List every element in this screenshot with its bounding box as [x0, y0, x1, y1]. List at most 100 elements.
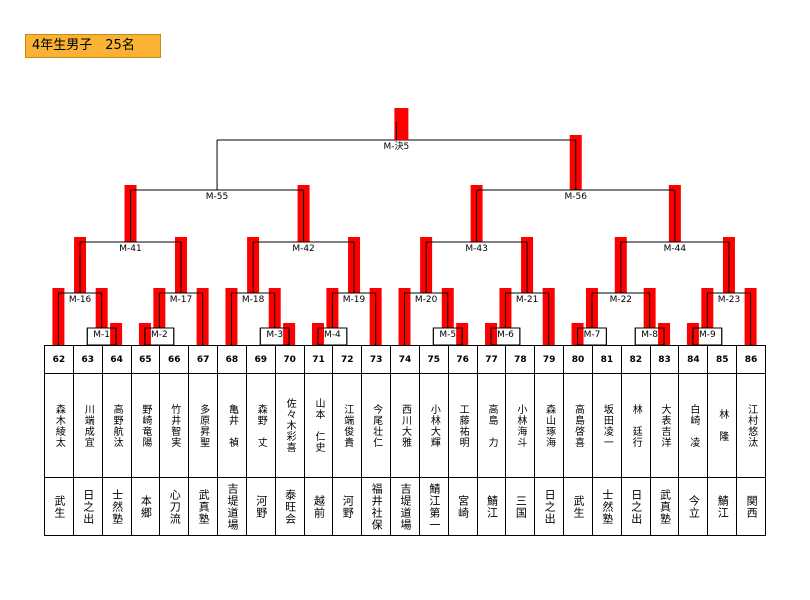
entry-name: 高野航汰 [101, 373, 132, 478]
entry-club: 士然塾 [101, 477, 132, 536]
entry-club: 関西 [736, 477, 766, 536]
entry-name-text: 坂田凌一 [601, 403, 613, 448]
entry-number-text: 78 [514, 354, 527, 365]
entry-number: 62 [44, 345, 74, 374]
entry-name-text: 野崎竜陽 [139, 403, 151, 448]
entry-name: 多原昇聖 [188, 373, 219, 478]
match-label: M-21 [516, 295, 538, 305]
entry-club: 宮崎 [447, 477, 478, 536]
match-label: M-16 [69, 295, 92, 305]
entry-name: 大表吉洋 [649, 373, 680, 478]
entry-number-text: 73 [369, 354, 383, 365]
match-label: M-4 [324, 330, 341, 340]
entry-name-text: 川端成宜 [82, 403, 94, 448]
entry-number-text: 80 [571, 354, 585, 365]
entry-number-text: 85 [715, 354, 729, 365]
entry-number-text: 76 [456, 354, 469, 365]
entry-number: 79 [534, 345, 565, 374]
entry-number-text: 86 [744, 354, 758, 365]
entry-club: 吉堤道場 [217, 477, 247, 536]
entry-club: 鯖江 [707, 477, 738, 536]
entry-number: 71 [303, 345, 334, 374]
match-label: M-1 [93, 330, 110, 340]
entry-club-text: 日之出 [543, 488, 557, 525]
entry-name-text: 亀井 禎 [226, 403, 238, 448]
match-label: M-8 [641, 330, 658, 340]
entry-club-text: 吉堤道場 [398, 482, 412, 531]
entry-club-text: 鯖江 [716, 494, 730, 519]
entry-number: 74 [390, 345, 420, 374]
entry-club: 日之出 [620, 477, 651, 536]
entry-name: 小林海斗 [505, 373, 536, 478]
entry-club: 今立 [678, 477, 709, 536]
entry-club-text: 武生 [52, 494, 66, 519]
entry-name: 亀井 禎 [217, 373, 247, 478]
entry-number-text: 75 [427, 354, 441, 365]
entry-name: 山本 仁史 [303, 373, 334, 478]
entry-name: 江村悠汰 [736, 373, 766, 478]
entry-number-text: 67 [196, 354, 210, 365]
entry-name: 森山琢海 [534, 373, 565, 478]
match-label: M-42 [292, 244, 314, 254]
entry-number-text: 63 [81, 354, 94, 365]
entry-number: 78 [505, 345, 536, 374]
entry-name: 白崎 凌 [678, 373, 709, 478]
entry-name-text: 佐々木彩喜 [284, 398, 296, 453]
entry-name: 今尾壮仁 [361, 373, 392, 478]
match-label: M-20 [415, 295, 438, 305]
entry-club: 武生 [44, 477, 74, 536]
entry-number-text: 81 [600, 354, 614, 365]
entry-number: 64 [101, 345, 132, 374]
entry-club: 三国 [505, 477, 536, 536]
entry-number: 82 [620, 345, 651, 374]
entry-club: 本郷 [130, 477, 161, 536]
entry-club: 武真塾 [188, 477, 219, 536]
entry-number: 76 [447, 345, 478, 374]
entry-name: 佐々木彩喜 [274, 373, 305, 478]
entry-club-text: 関西 [745, 494, 759, 519]
entry-number: 80 [563, 345, 593, 374]
champion-path [394, 108, 409, 140]
entry-club: 心刀流 [159, 477, 190, 536]
entry-number-text: 74 [398, 354, 412, 365]
entry-number-text: 83 [658, 354, 671, 365]
entry-number: 84 [678, 345, 709, 374]
entry-club-text: 日之出 [81, 488, 95, 525]
match-label: M-17 [170, 295, 192, 305]
entry-number-text: 68 [225, 354, 239, 365]
entry-name: 坂田凌一 [591, 373, 622, 478]
match-label: M-56 [565, 192, 588, 202]
entry-number-text: 64 [110, 354, 123, 365]
entry-name-text: 高島 力 [486, 403, 497, 448]
entry-number: 72 [332, 345, 363, 374]
entry-name: 江端俊貴 [332, 373, 363, 478]
entry-number-text: 84 [687, 354, 700, 365]
entry-name-text: 高野航汰 [111, 403, 123, 448]
entry-club-text: 心刀流 [168, 488, 182, 525]
entry-club-text: 日之出 [629, 488, 643, 525]
entry-club-text: 吉堤道場 [225, 482, 239, 531]
entry-name-text: 西川大雅 [399, 403, 411, 448]
match-label: M-41 [119, 244, 141, 254]
entry-club: 士然塾 [591, 477, 622, 536]
entry-club: 越前 [303, 477, 334, 536]
entry-club-text: 鯖江 [485, 494, 499, 519]
entry-club: 河野 [245, 477, 276, 536]
entry-name: 林 隆 [707, 373, 738, 478]
entry-name-text: 江村悠汰 [745, 403, 757, 448]
match-label: M-43 [465, 244, 487, 254]
entry-club-text: 武真塾 [197, 488, 211, 525]
entry-name-text: 白崎 凌 [687, 403, 699, 448]
entry-club-text: 士然塾 [110, 488, 124, 525]
entry-club-text: 士然塾 [600, 488, 614, 525]
entry-number: 67 [188, 345, 219, 374]
entry-number: 73 [361, 345, 392, 374]
entry-name: 森木綾太 [44, 373, 74, 478]
entry-name: 竹井智実 [159, 373, 190, 478]
entry-club: 泰旺会 [274, 477, 305, 536]
match-label: M-3 [266, 330, 283, 340]
entry-number: 65 [130, 345, 161, 374]
entry-club: 鯖江 [476, 477, 507, 536]
